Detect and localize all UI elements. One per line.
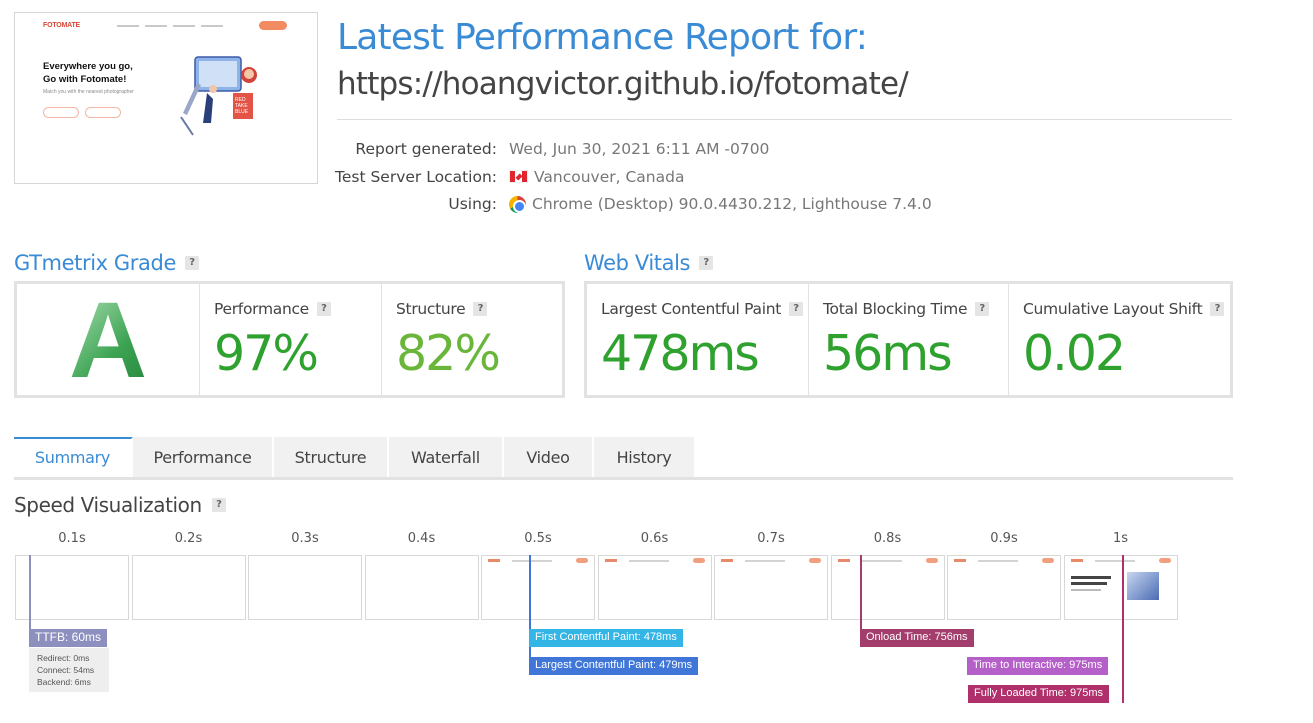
- meta-label: Using:: [448, 195, 497, 213]
- tabs-underline: [14, 477, 1233, 480]
- filmstrip-frame[interactable]: [1063, 555, 1178, 620]
- chrome-icon: [509, 195, 526, 213]
- canada-flag-icon: [509, 170, 528, 183]
- filmstrip-frame[interactable]: [830, 555, 945, 620]
- filmstrip-frame[interactable]: [714, 555, 828, 620]
- onload-marker-line: [860, 555, 862, 647]
- lcp-label: Largest Contentful Paint: 479ms: [529, 657, 699, 675]
- filmstrip-tick-label: 0.6s: [640, 531, 669, 546]
- ttfb-connect: Connect: 54ms: [37, 665, 95, 675]
- help-icon[interactable]: ?: [211, 498, 226, 512]
- thumbnail-illustration: RED TAKE BLUE: [180, 56, 257, 136]
- help-icon[interactable]: ?: [699, 256, 714, 270]
- gtmetrix-grade-heading: GTmetrix Grade ?: [14, 251, 199, 275]
- grade-cell: A: [17, 284, 200, 395]
- tti-fully-loaded-marker-line: [1122, 555, 1124, 703]
- meta-value: Wed, Jun 30, 2021 6:11 AM -0700: [509, 140, 770, 158]
- filmstrip-frame[interactable]: [597, 555, 712, 620]
- tab-performance[interactable]: Performance: [133, 437, 274, 478]
- filmstrip-tick-label: 0.9s: [990, 531, 1018, 546]
- onload-label: Onload Time: 756ms: [860, 629, 974, 647]
- filmstrip-frame[interactable]: [364, 555, 479, 620]
- performance-value: 97%: [214, 325, 319, 382]
- thumbnail-nav-button: [259, 21, 287, 30]
- help-icon[interactable]: ?: [473, 302, 488, 316]
- cls-value: 0.02: [1023, 325, 1126, 382]
- tab-video[interactable]: Video: [504, 437, 594, 478]
- ttfb-backend: Backend: 6ms: [37, 677, 91, 687]
- gtmetrix-grade-card: A Performance? 97% Structure? 82%: [14, 281, 565, 398]
- fully-loaded-label: Fully Loaded Time: 975ms: [968, 685, 1110, 703]
- filmstrip-tick-label: 0.4s: [407, 531, 436, 546]
- meta-label: Test Server Location:: [335, 167, 497, 186]
- page-title: Latest Performance Report for:: [337, 17, 868, 58]
- performance-label: Performance: [214, 300, 309, 318]
- tab-structure[interactable]: Structure: [274, 437, 389, 478]
- filmstrip-tick-label: 1s: [1112, 531, 1129, 546]
- ttfb-details: Redirect: 0ms Connect: 54ms Backend: 6ms: [29, 648, 109, 692]
- tab-waterfall[interactable]: Waterfall: [389, 437, 504, 478]
- filmstrip-frame[interactable]: [947, 555, 1061, 620]
- thumbnail-navbar: FOTOMATE: [43, 21, 289, 33]
- help-icon[interactable]: ?: [316, 302, 331, 316]
- filmstrip-tick-label: 0.3s: [291, 531, 319, 546]
- report-tabs: Summary Performance Structure Waterfall …: [14, 437, 694, 478]
- help-icon[interactable]: ?: [975, 302, 990, 316]
- filmstrip-tick-label: 0.8s: [873, 531, 902, 546]
- filmstrip-frame[interactable]: [248, 555, 362, 620]
- ttfb-marker-line: [29, 555, 31, 630]
- page-screenshot-thumbnail[interactable]: FOTOMATE Everywhere you go, Go with Foto…: [14, 12, 318, 184]
- tti-label: Time to Interactive: 975ms: [967, 657, 1109, 675]
- tbt-value: 56ms: [823, 325, 953, 382]
- thumbnail-logo: FOTOMATE: [43, 22, 81, 29]
- structure-value: 82%: [396, 325, 501, 382]
- structure-label: Structure: [396, 300, 466, 318]
- filmstrip-tick-label: 0.2s: [174, 531, 203, 546]
- web-vitals-card: Largest Contentful Paint? 478ms Total Bl…: [584, 281, 1233, 398]
- speed-visualization-heading: Speed Visualization ?: [14, 493, 226, 517]
- thumbnail-sign-text: RED TAKE BLUE: [235, 97, 249, 115]
- help-icon[interactable]: ?: [789, 302, 804, 316]
- thumbnail-nav-links: [117, 25, 223, 27]
- header-divider: [337, 119, 1232, 120]
- help-icon[interactable]: ?: [1210, 302, 1225, 316]
- thumbnail-hero-subtitle: Match you with the nearest photographer: [43, 89, 134, 95]
- lcp-value: 478ms: [601, 325, 760, 382]
- web-vitals-heading: Web Vitals ?: [584, 251, 714, 275]
- meta-label: Report generated:: [355, 140, 497, 158]
- help-icon[interactable]: ?: [184, 256, 199, 270]
- fcp-label: First Contentful Paint: 478ms: [529, 629, 683, 647]
- filmstrip-tick-label: 0.7s: [757, 531, 785, 546]
- fcp-lcp-marker-line: [529, 555, 531, 675]
- cls-cell: Cumulative Layout Shift? 0.02: [1009, 284, 1230, 395]
- filmstrip-tick-label: 0.1s: [58, 531, 86, 546]
- cls-label: Cumulative Layout Shift: [1023, 300, 1203, 318]
- report-url[interactable]: https://hoangvictor.github.io/fotomate/: [337, 66, 909, 102]
- lcp-label: Largest Contentful Paint: [601, 300, 782, 318]
- performance-score-cell: Performance? 97%: [200, 284, 382, 395]
- filmstrip-frame[interactable]: [131, 555, 246, 620]
- tbt-label: Total Blocking Time: [823, 300, 968, 318]
- tab-summary[interactable]: Summary: [14, 437, 133, 478]
- meta-value: Chrome (Desktop) 90.0.4430.212, Lighthou…: [509, 195, 932, 213]
- structure-score-cell: Structure? 82%: [382, 284, 562, 395]
- meta-value: Vancouver, Canada: [509, 168, 684, 186]
- tbt-cell: Total Blocking Time? 56ms: [809, 284, 1009, 395]
- tab-history[interactable]: History: [594, 437, 694, 478]
- ttfb-redirect: Redirect: 0ms: [37, 653, 90, 663]
- filmstrip-tick-label: 0.5s: [524, 531, 552, 546]
- ttfb-label: TTFB: 60ms: [29, 629, 108, 647]
- lcp-cell: Largest Contentful Paint? 478ms: [587, 284, 809, 395]
- filmstrip-frame[interactable]: [481, 555, 595, 620]
- grade-letter: A: [69, 278, 147, 400]
- thumbnail-hero-buttons: [43, 107, 121, 118]
- filmstrip-frame[interactable]: [15, 555, 129, 620]
- thumbnail-hero-title: Everywhere you go, Go with Fotomate!: [43, 61, 133, 85]
